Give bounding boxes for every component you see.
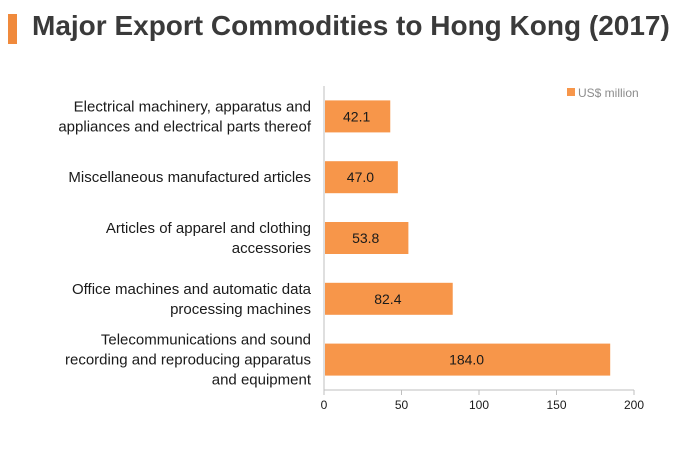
x-tick-label: 100 <box>469 398 489 412</box>
chart-title: Major Export Commodities to Hong Kong (2… <box>32 10 670 41</box>
bar <box>325 161 398 194</box>
bar-value-label: 53.8 <box>352 230 379 246</box>
bar-value-label: 82.4 <box>374 291 401 307</box>
legend-label: US$ million <box>578 86 639 100</box>
bar <box>325 222 409 254</box>
title-accent-bar <box>8 14 17 44</box>
legend-swatch <box>567 88 575 96</box>
x-tick-label: 150 <box>546 398 566 412</box>
category-label: Electrical machinery, apparatus and <box>74 98 311 115</box>
category-label: Office machines and automatic data <box>72 281 312 298</box>
bar <box>325 100 391 133</box>
bar <box>325 282 453 315</box>
bar-value-label: 47.0 <box>347 169 374 185</box>
category-label: Miscellaneous manufactured articles <box>68 169 311 186</box>
category-label: processing machines <box>170 301 311 318</box>
category-label: appliances and electrical parts thereof <box>58 118 311 135</box>
x-tick-label: 50 <box>395 398 409 412</box>
bar-value-label: 42.1 <box>343 108 370 124</box>
bar-value-label: 184.0 <box>449 352 484 368</box>
category-label: recording and reproducing apparatus <box>65 352 311 369</box>
x-tick-label: 0 <box>321 398 328 412</box>
category-label: Telecommunications and sound <box>101 332 311 349</box>
category-label: and equipment <box>212 372 312 389</box>
category-label: accessories <box>232 240 311 257</box>
x-tick-label: 200 <box>624 398 644 412</box>
bar <box>325 343 611 376</box>
category-label: Articles of apparel and clothing <box>106 220 311 237</box>
